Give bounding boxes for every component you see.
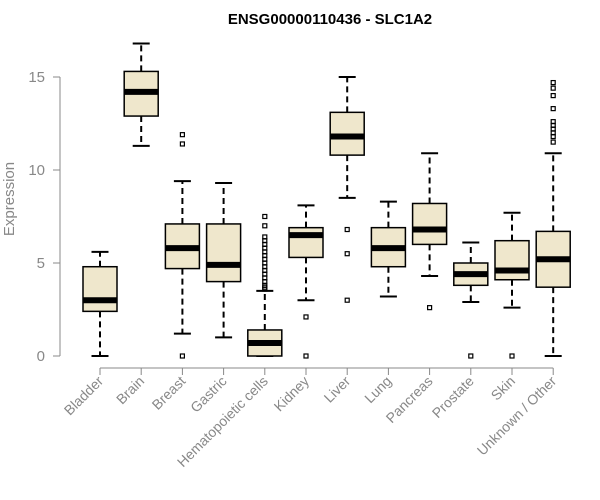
outlier-point [550, 139, 556, 145]
outlier-point [262, 234, 268, 240]
iqr-box [411, 202, 448, 246]
outlier-point [509, 353, 515, 359]
y-tick-label: 5 [37, 255, 45, 272]
box-0 [82, 250, 118, 357]
outlier-point [550, 79, 556, 86]
iqr-box [205, 223, 242, 283]
iqr-box [494, 239, 530, 281]
y-axis-label: Expression [1, 162, 18, 236]
x-tick-label: Bladder [61, 373, 107, 419]
outlier-point [179, 141, 185, 147]
outlier-point [468, 353, 474, 359]
outlier-point [179, 353, 185, 359]
outlier-point [262, 213, 268, 220]
x-tick-label: Brain [113, 373, 147, 407]
outlier-point [550, 92, 556, 99]
box-7 [370, 200, 407, 298]
x-tick-label: Skin [488, 373, 519, 404]
outlier-point [344, 226, 350, 233]
box-9 [453, 241, 489, 359]
outlier-point [550, 119, 556, 125]
iqr-box [82, 265, 118, 313]
box-11 [535, 79, 571, 357]
outlier-point [427, 305, 433, 311]
y-tick-label: 15 [28, 69, 45, 86]
x-tick-label: Kidney [271, 373, 313, 415]
y-tick-label: 10 [28, 162, 45, 179]
outlier-point [262, 223, 268, 229]
outlier-point [550, 85, 556, 91]
box-8 [411, 152, 448, 311]
outlier-point [344, 297, 350, 303]
x-tick-label: Lung [361, 373, 394, 406]
box-group [82, 42, 571, 359]
outlier-point [303, 314, 309, 320]
box-3 [205, 182, 242, 339]
box-6 [329, 76, 365, 303]
box-4 [247, 213, 283, 357]
x-tick-label: Breast [149, 373, 189, 413]
chart-title: ENSG00000110436 - SLC1A2 [228, 11, 432, 28]
box-10 [494, 211, 530, 359]
box-2 [164, 132, 201, 359]
outlier-point [550, 106, 556, 112]
y-axis: 0 5 10 15 [28, 69, 61, 365]
outlier-point [179, 132, 185, 138]
x-tick-label: Liver [321, 373, 354, 406]
outlier-point [303, 353, 309, 359]
box-1 [123, 42, 159, 147]
x-tick-label: Prostate [429, 373, 477, 421]
outlier-point [344, 251, 350, 257]
y-tick-label: 0 [37, 348, 45, 365]
box-5 [288, 204, 324, 359]
